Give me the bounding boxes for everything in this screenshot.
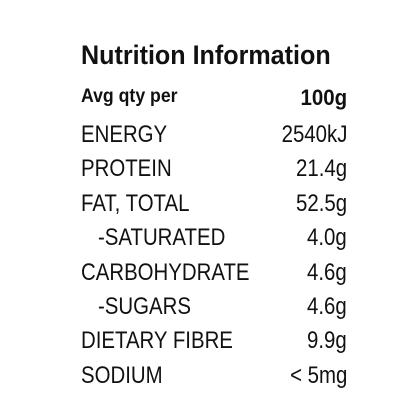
- nutrient-row-energy: ENERGY 2540kJ: [81, 119, 347, 153]
- nutrient-label: -SATURATED: [98, 224, 226, 252]
- nutrient-value: 9.9g: [307, 327, 347, 355]
- nutrient-value: < 5mg: [289, 361, 347, 389]
- nutrient-value: 4.6g: [307, 292, 347, 320]
- nutrient-label: CARBOHYDRATE: [81, 258, 250, 286]
- nutrient-label: PROTEIN: [81, 155, 172, 183]
- nutrient-label: -SUGARS: [98, 292, 191, 320]
- nutrient-value: 4.6g: [307, 258, 347, 286]
- nutrient-value: 4.0g: [307, 224, 347, 252]
- nutrient-row-fat-total: FAT, TOTAL 52.5g: [81, 188, 347, 222]
- panel-title: Nutrition Information: [81, 40, 331, 70]
- nutrient-row-sodium: SODIUM < 5mg: [81, 360, 347, 394]
- nutrient-row-protein: PROTEIN 21.4g: [81, 153, 347, 187]
- nutrient-value: 2540kJ: [281, 121, 347, 148]
- nutrient-label: FAT, TOTAL: [81, 189, 190, 217]
- nutrient-row-dietary-fibre: DIETARY FIBRE 9.9g: [81, 325, 347, 359]
- serving-label: Avg qty per: [81, 86, 178, 107]
- nutrient-label: SODIUM: [81, 361, 163, 389]
- nutrient-row-sugars: -SUGARS 4.6g: [81, 291, 347, 325]
- serving-size: 100g: [300, 85, 347, 110]
- nutrient-value: 52.5g: [295, 189, 347, 217]
- nutrient-value: 21.4g: [295, 155, 347, 183]
- nutrient-table: ENERGY 2540kJ PROTEIN 21.4g FAT, TOTAL 5…: [81, 119, 347, 394]
- nutrient-label: ENERGY: [81, 121, 168, 148]
- nutrient-row-carbohydrate: CARBOHYDRATE 4.6g: [81, 257, 347, 291]
- nutrient-label: DIETARY FIBRE: [81, 327, 233, 355]
- serving-header-row: Avg qty per 100g: [81, 85, 347, 114]
- nutrient-row-saturated: -SATURATED 4.0g: [81, 222, 347, 256]
